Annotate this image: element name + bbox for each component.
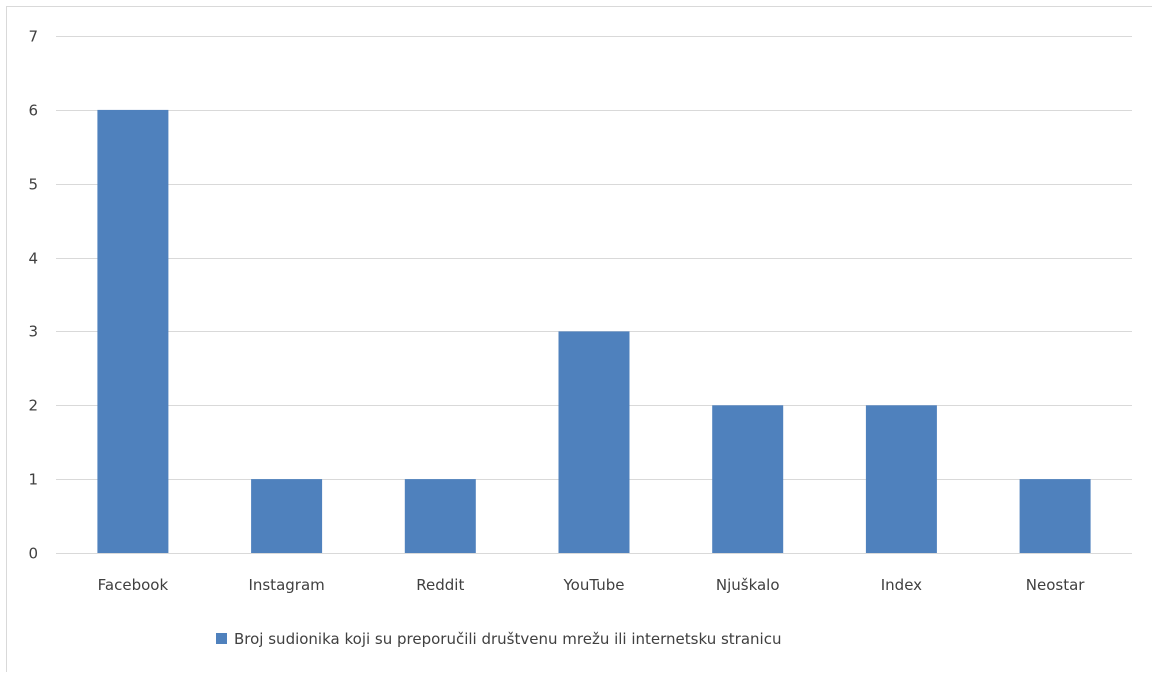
bar-index [865,405,937,553]
y-tick-label-1: 1 [28,471,38,489]
bar-njuškalo [712,405,784,553]
bar-neostar [1019,479,1091,553]
y-tick-label-4: 4 [28,250,38,268]
x-tick-label-instagram: Instagram [248,576,324,594]
bar-facebook [97,109,169,554]
legend-swatch [216,633,227,644]
x-tick-label-neostar: Neostar [1026,576,1086,594]
y-tick-label-2: 2 [28,397,38,415]
x-tick-label-facebook: Facebook [98,576,169,594]
y-tick-label-3: 3 [28,323,38,341]
y-tick-label-6: 6 [28,102,38,120]
y-tick-label-7: 7 [28,28,38,46]
x-axis-tick-labels: Facebook Instagram Reddit YouTube Njuškalo In… [98,576,1086,594]
bar-youtube [558,331,630,553]
x-tick-label-youtube: YouTube [563,576,625,594]
y-tick-label-0: 0 [28,545,38,563]
bar-reddit [404,479,476,553]
x-tick-label-reddit: Reddit [416,576,464,594]
legend: Broj sudionika koji su preporučili društ… [216,630,781,648]
x-tick-label-index: Index [881,576,922,594]
x-tick-label-njuškalo: Njuškalo [716,576,780,594]
legend-label: Broj sudionika koji su preporučili društ… [234,630,781,648]
y-axis-tick-labels: 0 1 2 3 4 5 6 7 [28,28,38,563]
bars [97,109,1091,554]
bar-instagram [251,479,323,553]
y-tick-label-5: 5 [28,176,38,194]
